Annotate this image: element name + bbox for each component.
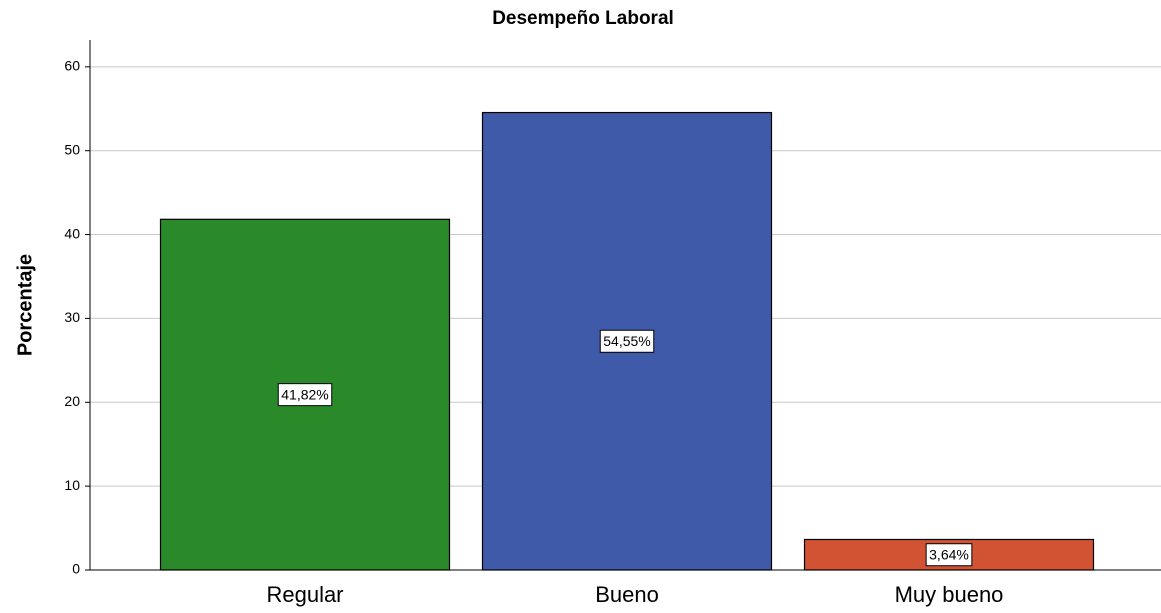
y-tick-label: 60 (64, 58, 80, 74)
x-tick-label: Muy bueno (895, 582, 1004, 607)
y-tick-label: 10 (64, 477, 80, 493)
value-label-box (599, 329, 655, 353)
y-tick-label: 20 (64, 393, 80, 409)
y-tick-label: 50 (64, 141, 80, 157)
value-label: 54,55% (603, 333, 650, 349)
x-tick-label: Bueno (595, 582, 659, 607)
value-label: 41,82% (281, 386, 328, 402)
y-tick-label: 30 (64, 309, 80, 325)
y-tick-label: 40 (64, 225, 80, 241)
value-label-box (925, 543, 973, 567)
y-axis-label: Porcentaje (14, 254, 36, 356)
value-label: 3,64% (929, 546, 969, 562)
value-label-box (277, 383, 333, 407)
y-tick-label: 0 (72, 561, 80, 577)
chart-title: Desempeño Laboral (492, 8, 674, 29)
x-tick-label: Regular (266, 582, 343, 607)
